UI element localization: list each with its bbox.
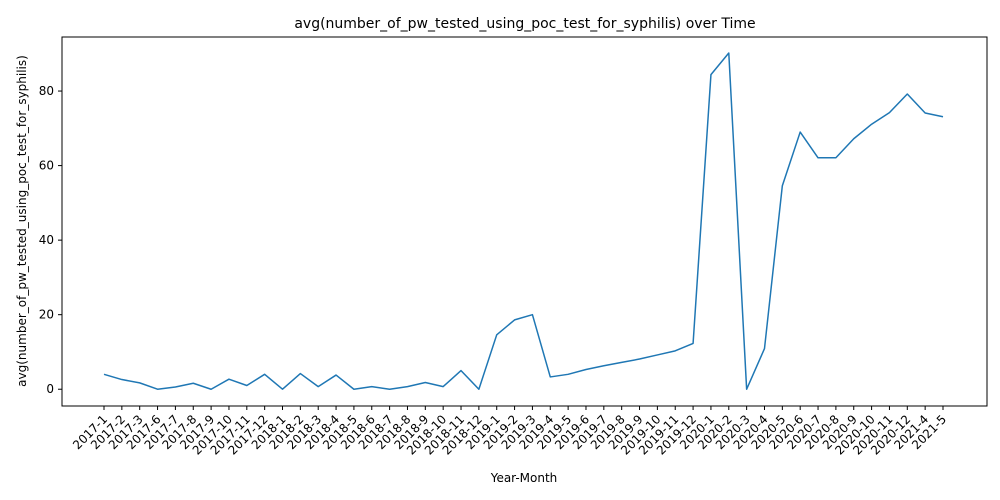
- y-tick-label: 40: [39, 233, 54, 247]
- chart-title: avg(number_of_pw_tested_using_poc_test_f…: [294, 16, 755, 32]
- y-tick-label: 0: [46, 382, 54, 396]
- y-tick-label: 80: [39, 84, 54, 98]
- series-line-0: [103, 52, 944, 390]
- x-axis-title: Year-Month: [490, 471, 558, 485]
- axes-frame: [61, 36, 988, 407]
- y-axis-title: avg(number_of_pw_tested_using_poc_test_f…: [15, 55, 29, 387]
- y-tick-label: 60: [39, 159, 54, 173]
- y-tick-label: 20: [39, 308, 54, 322]
- plot-area: 0204060802017-12017-22017-32017-62017-72…: [39, 52, 949, 458]
